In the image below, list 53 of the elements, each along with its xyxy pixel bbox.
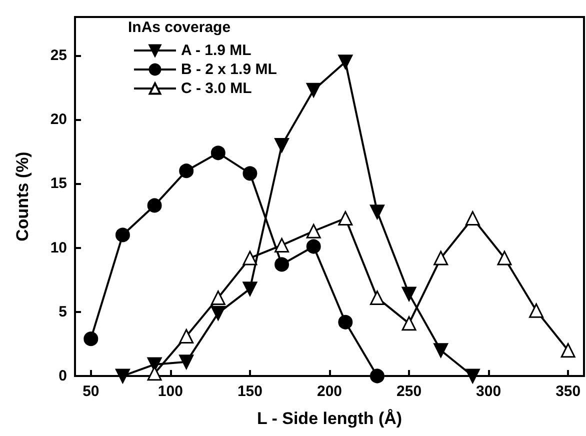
y-tick-label: 25	[50, 46, 67, 64]
legend-label: C - 3.0 ML	[181, 80, 252, 97]
point	[434, 343, 448, 358]
point	[242, 282, 258, 296]
x-tick-label: 350	[556, 383, 581, 400]
y-tick-label: 10	[50, 239, 67, 256]
point	[338, 211, 353, 226]
point	[274, 138, 290, 152]
legend-label: B - 2 x 1.9 ML	[181, 61, 277, 78]
point	[84, 332, 98, 346]
legend-label: A - 1.9 ML	[181, 42, 252, 59]
x-tick-label: 50	[82, 383, 100, 400]
point	[242, 250, 258, 266]
point	[402, 286, 416, 302]
y-tick-label: 15	[50, 175, 67, 192]
point	[274, 257, 290, 272]
point	[306, 239, 321, 254]
point	[179, 354, 194, 370]
point	[242, 166, 258, 181]
point	[497, 250, 512, 266]
y-tick-label: 0	[58, 368, 67, 384]
point	[179, 329, 194, 344]
point	[210, 290, 226, 306]
point	[147, 198, 162, 213]
point	[529, 303, 544, 318]
x-tick-label: 100	[158, 383, 183, 400]
legend-title: InAs coverage	[128, 19, 231, 36]
x-axis-title: L - Side length (Å)	[256, 409, 402, 428]
point	[179, 164, 194, 178]
point	[338, 314, 353, 330]
point	[465, 211, 480, 226]
point	[306, 224, 321, 238]
point	[306, 82, 321, 98]
point	[370, 368, 384, 384]
point	[115, 228, 130, 242]
y-axis-title: Counts (%)	[13, 152, 32, 242]
x-tick-label: 150	[237, 383, 262, 400]
x-tick-label: 250	[396, 383, 422, 400]
point	[370, 204, 384, 220]
point	[402, 316, 416, 331]
x-tick-label: 200	[316, 383, 342, 400]
point	[370, 290, 384, 306]
point	[115, 368, 130, 384]
point	[210, 146, 226, 160]
point	[338, 54, 353, 70]
y-tick-label: 20	[50, 111, 67, 128]
x-tick-label: 300	[476, 383, 502, 400]
point	[274, 238, 290, 252]
point	[560, 343, 576, 358]
point	[465, 368, 480, 384]
y-tick-label: 5	[58, 303, 67, 320]
point	[434, 250, 448, 266]
point	[210, 306, 226, 320]
